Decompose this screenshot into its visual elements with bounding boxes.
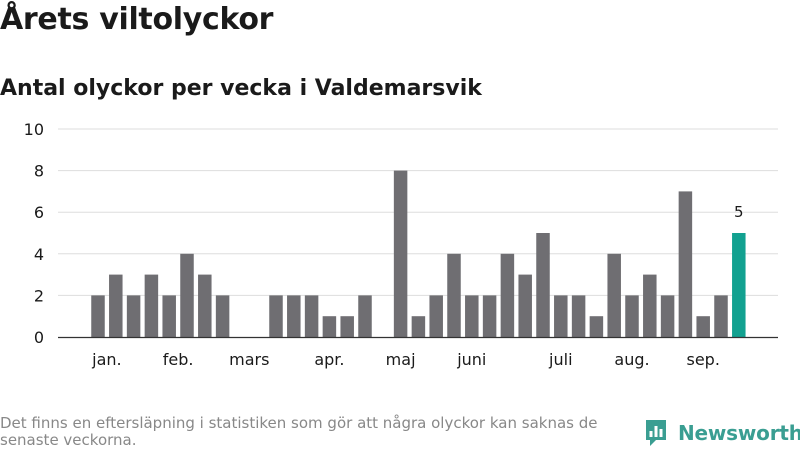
bar (536, 233, 550, 337)
bar (411, 316, 426, 337)
y-tick-label: 0 (34, 328, 44, 347)
bar (465, 295, 479, 337)
chart-subtitle: Antal olyckor per vecka i Valdemarsvik (0, 76, 482, 101)
x-tick-label: jan. (91, 350, 121, 369)
bar (678, 191, 693, 337)
bar (126, 295, 141, 337)
brand-logo[interactable]: Newsworthy (644, 418, 800, 448)
bar (482, 295, 497, 337)
bar (393, 170, 408, 337)
footnote: Det finns en eftersläpning i statistiken… (0, 414, 598, 449)
y-tick-label: 8 (34, 162, 44, 181)
bar-chart: 0 2 4 6 8 10 5 jan. feb. mars apr. maj juni juli aug. s… (24, 120, 778, 369)
x-tick-label: apr. (314, 350, 344, 369)
x-tick-label: juni (456, 350, 486, 369)
bar (571, 295, 586, 337)
brand-name: Newsworthy (678, 421, 800, 445)
bar (607, 253, 621, 337)
x-tick-label: mars (229, 350, 269, 369)
bar (625, 295, 639, 337)
bar (714, 295, 728, 337)
x-tick-label: aug. (614, 350, 649, 369)
bar-data-label: 5 (734, 203, 744, 221)
bar (287, 295, 301, 337)
bar (447, 253, 461, 337)
x-tick-label: maj (386, 350, 416, 369)
x-tick-label: juli (548, 350, 572, 369)
bar (429, 295, 443, 337)
x-tick-label: sep. (686, 350, 719, 369)
y-tick-label: 4 (34, 245, 44, 264)
bar-highlight (732, 233, 746, 337)
bar (322, 316, 337, 337)
bar (215, 295, 230, 337)
bar (144, 274, 159, 337)
bar (643, 274, 657, 337)
bar (198, 274, 212, 337)
y-tick-label: 10 (24, 120, 44, 139)
bar (109, 274, 123, 337)
bar (91, 295, 105, 337)
newsworthy-logo-icon (646, 420, 666, 446)
bar (518, 274, 532, 337)
x-tick-label: feb. (163, 350, 194, 369)
bar (500, 253, 515, 337)
bar (269, 295, 283, 337)
y-tick-label: 2 (34, 286, 44, 305)
bar (358, 295, 372, 337)
bar (589, 316, 604, 337)
bar (554, 295, 568, 337)
chart-title: Årets viltolyckor (0, 2, 274, 37)
bar (304, 295, 319, 337)
bar (660, 295, 675, 337)
bar (340, 316, 354, 337)
bar (180, 253, 194, 337)
y-tick-label: 6 (34, 203, 44, 222)
bar (162, 295, 176, 337)
bar (696, 316, 710, 337)
